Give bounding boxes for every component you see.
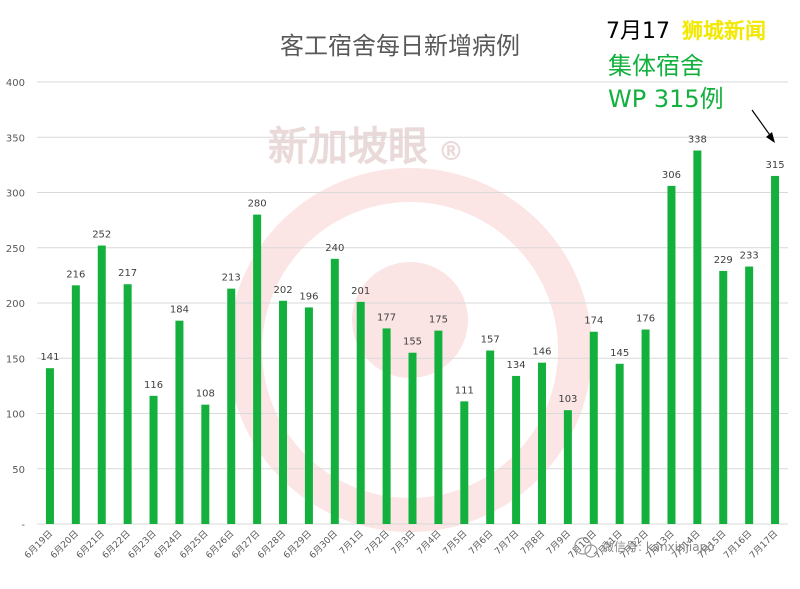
data-label: 252 xyxy=(92,230,111,241)
bar xyxy=(537,362,546,524)
y-tick-label: 400 xyxy=(6,78,25,89)
bar xyxy=(589,331,598,524)
data-label: 240 xyxy=(325,243,344,254)
data-label: 157 xyxy=(481,335,500,346)
y-axis: - 50 100 150 200 250 300 350 400 xyxy=(6,78,25,531)
data-label: 217 xyxy=(118,268,137,279)
bar xyxy=(460,401,469,524)
data-label: 196 xyxy=(299,291,318,302)
bar xyxy=(408,352,417,524)
bar xyxy=(667,185,676,524)
x-tick-label: 7月5日 xyxy=(441,528,470,557)
x-tick-label: 7月17日 xyxy=(748,528,781,561)
bar xyxy=(304,307,313,524)
y-tick-label: 50 xyxy=(12,465,25,476)
annotation-date: 7月17 xyxy=(606,19,670,44)
bar xyxy=(771,175,780,525)
bar xyxy=(175,320,184,524)
bar xyxy=(693,150,702,524)
bar xyxy=(97,245,106,525)
y-tick-label: 100 xyxy=(6,410,25,421)
data-label: 176 xyxy=(636,314,655,325)
y-tick-label: - xyxy=(21,520,25,531)
data-label: 175 xyxy=(429,315,448,326)
bar xyxy=(382,328,391,524)
data-label: 145 xyxy=(610,348,629,359)
registered-mark: ® xyxy=(438,137,464,167)
data-label: 184 xyxy=(170,305,189,316)
x-tick-label: 6月30日 xyxy=(307,528,340,561)
data-label: 108 xyxy=(196,389,215,400)
bar xyxy=(45,368,54,524)
bar xyxy=(745,266,754,524)
y-tick-label: 200 xyxy=(6,299,25,310)
bar xyxy=(227,288,236,524)
bar xyxy=(512,375,521,524)
bar xyxy=(279,300,288,524)
data-label: 103 xyxy=(558,394,577,405)
x-tick-label: 7月6日 xyxy=(467,528,496,557)
data-label: 155 xyxy=(403,337,422,348)
x-tick-label: 7月1日 xyxy=(337,528,366,557)
watermark-text: 新加坡眼 xyxy=(268,124,428,170)
x-tick-label: 7月3日 xyxy=(389,528,418,557)
y-tick-label: 300 xyxy=(6,189,25,200)
data-label: 111 xyxy=(455,385,474,396)
data-labels: 141 216 252 217 116 184 108 213 280 202 196 240 201 1… xyxy=(40,135,784,406)
x-tick-label: 7月7日 xyxy=(493,528,522,557)
data-label: 202 xyxy=(273,285,292,296)
bar xyxy=(434,330,443,524)
bar xyxy=(123,284,132,524)
data-label: 177 xyxy=(377,312,396,323)
bar xyxy=(563,410,572,524)
x-tick-label: 7月4日 xyxy=(415,528,444,557)
data-label: 201 xyxy=(351,286,370,297)
data-label: 306 xyxy=(662,170,681,181)
data-label: 134 xyxy=(507,360,526,371)
data-label: 174 xyxy=(584,316,603,327)
data-label: 116 xyxy=(144,380,163,391)
bar xyxy=(71,285,80,524)
bar xyxy=(641,329,650,524)
y-tick-label: 350 xyxy=(6,133,25,144)
annotation-line3: WP 315例 xyxy=(608,85,724,113)
data-label: 229 xyxy=(714,255,733,266)
y-tick-label: 250 xyxy=(6,244,25,255)
wechat-id: 微信号: kanxinjiapo xyxy=(602,540,715,554)
data-label: 338 xyxy=(688,135,707,146)
bar xyxy=(253,214,262,524)
data-label: 280 xyxy=(248,199,267,210)
bar xyxy=(201,404,210,524)
data-label: 141 xyxy=(40,352,59,363)
bar xyxy=(356,301,365,524)
annotation-source: 狮城新闻 xyxy=(682,19,766,43)
data-label: 315 xyxy=(766,160,785,171)
annotation-arrow xyxy=(751,109,775,143)
bar xyxy=(486,350,495,524)
data-label: 213 xyxy=(222,273,241,284)
chart-title: 客工宿舍每日新增病例 xyxy=(280,32,520,60)
data-label: 146 xyxy=(532,347,551,358)
bar xyxy=(615,363,624,524)
y-tick-label: 150 xyxy=(6,354,25,365)
data-label: 233 xyxy=(740,251,759,262)
data-label: 216 xyxy=(66,269,85,280)
bar xyxy=(719,270,728,524)
bars xyxy=(45,150,780,525)
x-tick-label: 7月8日 xyxy=(518,528,547,557)
x-tick-label: 7月2日 xyxy=(363,528,392,557)
annotation-line2: 集体宿舍 xyxy=(608,52,704,80)
bar xyxy=(330,258,339,524)
wechat-watermark xyxy=(574,537,598,558)
bar xyxy=(149,395,158,524)
